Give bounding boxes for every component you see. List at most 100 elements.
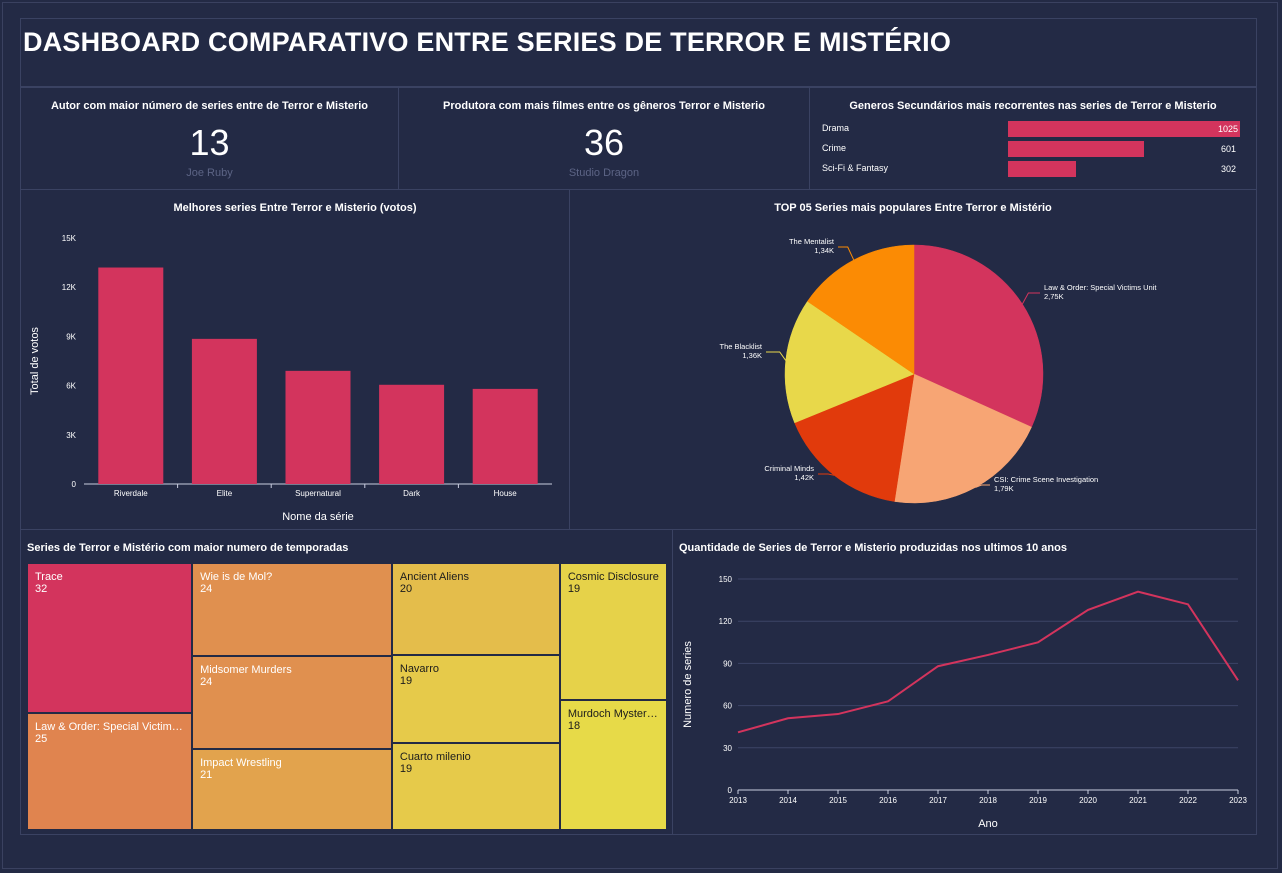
x-tick-label: 2015 xyxy=(829,796,847,805)
vote-bar xyxy=(98,267,164,484)
vote-bar xyxy=(472,388,538,484)
x-tick-label: 2023 xyxy=(1229,796,1247,805)
pie-slice xyxy=(894,373,1032,504)
x-tick-label: 2016 xyxy=(879,796,897,805)
kpi-author-panel: Autor com maior número de series entre d… xyxy=(20,87,399,190)
treemap-value: 25 xyxy=(35,732,48,745)
pie-label: Law & Order: Special Victims Unit xyxy=(1044,283,1157,292)
pie-value-label: 1,79K xyxy=(994,484,1014,493)
pie-label: Criminal Minds xyxy=(764,464,814,473)
seasons-chart-title: Series de Terror e Mistério com maior nu… xyxy=(27,542,349,554)
x-axis-label: Ano xyxy=(978,818,998,830)
y-tick-label: 0 xyxy=(72,480,77,489)
pie-leader xyxy=(766,351,787,361)
kpi-producer-panel: Produtora com mais filmes entre os gêner… xyxy=(398,87,810,190)
y-tick-label: 12K xyxy=(62,283,77,292)
treemap-label: Cosmic Disclosure xyxy=(567,571,659,583)
x-axis-label: Nome da série xyxy=(282,511,354,523)
x-tick-label: 2022 xyxy=(1179,796,1197,805)
pie-value-label: 1,36K xyxy=(742,351,762,360)
pie-value-label: 2,75K xyxy=(1044,292,1064,301)
treemap-label: Ancient Aliens xyxy=(399,571,469,583)
y-axis-label: Total de votos xyxy=(29,327,41,395)
treemap-value: 24 xyxy=(200,583,213,595)
treemap-cell: Murdoch Mysteries 18 xyxy=(559,700,667,830)
per-year-chart-title: Quantidade de Series de Terror e Misteri… xyxy=(679,542,1067,554)
x-tick-label: 2020 xyxy=(1079,796,1097,805)
pie-leader xyxy=(975,484,990,488)
pie-value-label: 1,42K xyxy=(794,473,814,482)
treemap-value: 19 xyxy=(399,675,413,688)
treemap-value: 19 xyxy=(399,762,413,775)
x-tick-label: 2014 xyxy=(779,796,797,805)
x-tick-label: Elite xyxy=(217,489,233,498)
y-tick-label: 150 xyxy=(719,575,733,584)
vote-bar xyxy=(379,384,445,484)
x-tick-label: 2021 xyxy=(1129,796,1147,805)
genre-label: Drama xyxy=(822,123,850,133)
genre-label: Crime xyxy=(822,143,846,153)
kpi-author-title: Autor com maior número de series entre d… xyxy=(50,100,369,112)
kpi-author-subtitle: Joe Ruby xyxy=(186,167,233,179)
x-tick-label: 2013 xyxy=(729,796,747,805)
genres-chart-title: Generos Secundários mais recorrentes nas… xyxy=(849,100,1217,112)
treemap-cell: Law & Order: Special Victims... 25 xyxy=(27,712,193,830)
title-panel: DASHBOARD COMPARATIVO ENTRE SERIES DE TE… xyxy=(20,18,1257,87)
dashboard-title: DASHBOARD COMPARATIVO ENTRE SERIES DE TE… xyxy=(23,27,952,57)
genre-row: Sci-Fi & Fantasy 302 xyxy=(810,161,1256,178)
treemap-cell: Wie is de Mol? 24 xyxy=(192,563,392,656)
genre-bar xyxy=(1008,121,1240,137)
treemap-label: Law & Order: Special Victims... xyxy=(35,720,185,733)
pie-label: CSI: Crime Scene Investigation xyxy=(994,475,1098,484)
pie-leader xyxy=(838,246,855,261)
treemap-cell: Cuarto milenio 19 xyxy=(391,742,560,830)
genre-row: Crime 601 xyxy=(810,141,1256,158)
treemap-label: Murdoch Mysteries xyxy=(567,708,659,721)
treemap-label: Cuarto milenio xyxy=(399,750,471,763)
treemap-value: 24 xyxy=(200,675,213,688)
genre-value: 601 xyxy=(1220,144,1236,154)
pie-slice xyxy=(794,373,915,502)
treemap-cell: Ancient Aliens 20 xyxy=(391,563,560,656)
genre-bar xyxy=(1008,141,1145,157)
genre-value: 302 xyxy=(1220,164,1236,174)
treemap-label: Impact Wrestling xyxy=(200,756,282,769)
kpi-author-value: 13 xyxy=(189,122,230,163)
treemap-cell: Impact Wrestling 21 xyxy=(192,748,392,830)
pie-slice xyxy=(807,244,915,375)
treemap-label: Navarro xyxy=(399,663,439,676)
genre-label: Sci-Fi & Fantasy xyxy=(822,163,889,173)
votes-panel: Melhores series Entre Terror e Misterio … xyxy=(20,189,570,530)
genre-bar xyxy=(1008,161,1077,177)
per-year-panel: Quantidade de Series de Terror e Misteri… xyxy=(672,529,1257,835)
y-tick-label: 90 xyxy=(723,659,732,668)
popular-chart-title: TOP 05 Series mais populares Entre Terro… xyxy=(774,202,1052,214)
treemap-cell: Navarro 19 xyxy=(391,655,560,743)
y-tick-label: 9K xyxy=(66,332,76,341)
genre-row: Drama 1025 xyxy=(810,121,1256,138)
treemap-value: 19 xyxy=(567,583,581,595)
votes-chart: 0 3K 6K 9K 12K 15K Riverdale Elite Supernatural D… xyxy=(29,234,552,523)
y-tick-label: 15K xyxy=(62,234,77,243)
y-axis-label: Numero de series xyxy=(682,641,694,728)
pie-label: The Mentalist xyxy=(789,237,835,246)
kpi-producer-title: Produtora com mais filmes entre os gêner… xyxy=(443,100,765,112)
pie-leader xyxy=(818,473,835,476)
per-year-chart: 0 30 60 90 120 150 2013 2014 2015 2016 2017 2018 201… xyxy=(682,575,1247,830)
x-tick-label: Supernatural xyxy=(295,489,341,498)
treemap-cell: Cosmic Disclosure 19 xyxy=(559,563,667,701)
y-tick-label: 30 xyxy=(723,744,732,753)
treemap-cell: Midsomer Murders 24 xyxy=(192,655,392,749)
treemap-value: 18 xyxy=(567,720,581,733)
pie-leader xyxy=(1021,292,1040,305)
genre-value: 1025 xyxy=(1217,124,1238,134)
seasons-treemap: Trace 32 Law & Order: Special Victims... 25… xyxy=(27,563,667,830)
vote-bar xyxy=(191,338,257,484)
kpi-producer-subtitle: Studio Dragon xyxy=(568,167,640,179)
y-tick-label: 3K xyxy=(66,431,76,440)
vote-bar xyxy=(285,370,351,484)
votes-chart-title: Melhores series Entre Terror e Misterio … xyxy=(173,202,417,214)
treemap-value: 20 xyxy=(399,583,413,595)
series-line xyxy=(737,590,1239,734)
